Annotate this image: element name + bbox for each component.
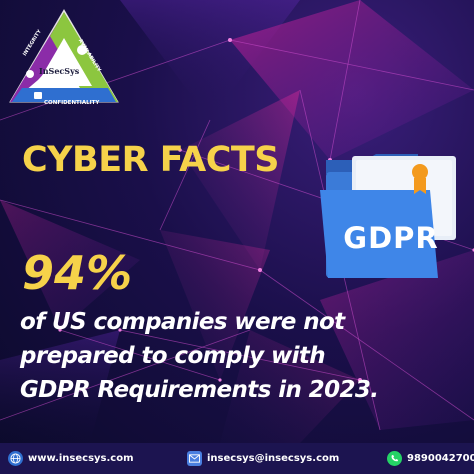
logo-brand-name: InSecSys — [39, 66, 80, 76]
seal-icon — [412, 164, 428, 180]
insecsys-logo: InSecSys INTEGRITY AVAILABILITY CONFIDEN… — [8, 8, 120, 108]
stat-description-line: prepared to comply with — [20, 343, 326, 369]
footer-email[interactable]: insecsys@insecsys.com — [187, 443, 339, 474]
check-icon — [26, 70, 34, 78]
logo-triangle-icon — [9, 9, 119, 103]
phone-number[interactable]: 9890042700 — [407, 453, 474, 464]
whatsapp-icon — [387, 451, 402, 466]
stat-value: 94% — [22, 246, 133, 300]
contact-footer: www.insecsys.com insecsys@insecsys.com 9… — [0, 443, 474, 474]
stat-description-line: of US companies were not — [20, 309, 345, 335]
stat-description-line: GDPR Requirements in 2023. — [20, 377, 379, 403]
clock-icon — [77, 45, 87, 55]
gdpr-label: GDPR — [343, 221, 439, 255]
logo-confidentiality-label: CONFIDENTIALITY — [44, 100, 100, 106]
footer-website[interactable]: www.insecsys.com — [8, 443, 134, 474]
mail-icon — [187, 451, 202, 466]
lock-icon — [34, 92, 42, 99]
page-title: CYBER FACTS — [22, 140, 280, 180]
globe-icon — [8, 451, 23, 466]
footer-phone[interactable]: 9890042700 — [387, 443, 474, 474]
email-link[interactable]: insecsys@insecsys.com — [207, 453, 340, 464]
website-link[interactable]: www.insecsys.com — [28, 453, 134, 464]
gdpr-folder-icon — [320, 154, 456, 278]
